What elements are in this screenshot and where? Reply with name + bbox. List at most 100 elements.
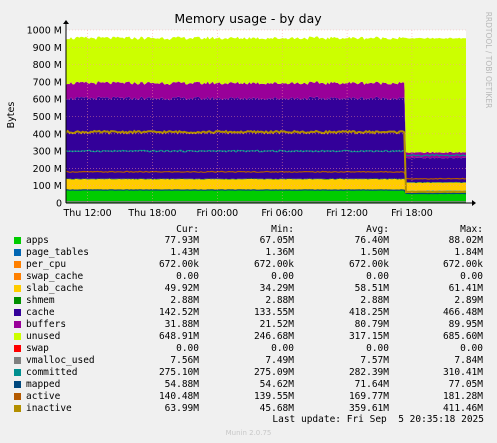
legend-value-max: 89.95M bbox=[448, 319, 483, 330]
line-inactive bbox=[65, 129, 467, 194]
legend-value-cur: 63.99M bbox=[164, 403, 199, 414]
legend-value-avg: 0.00 bbox=[366, 271, 389, 282]
grid bbox=[66, 29, 466, 203]
line-committed bbox=[65, 149, 467, 157]
line-series bbox=[65, 129, 467, 203]
legend-name: mapped bbox=[26, 379, 61, 390]
legend-name: per_cpu bbox=[26, 259, 67, 270]
legend-value-cur: 49.92M bbox=[164, 283, 199, 294]
legend-swatch bbox=[14, 321, 21, 328]
legend-name: cache bbox=[26, 307, 55, 318]
tick-labels: 0 100 M 200 M 300 M 400 M 500 M 600 M 700 M 800 … bbox=[27, 26, 433, 220]
legend-value-avg: 76.40M bbox=[354, 235, 389, 246]
legend-value-max: 411.46M bbox=[442, 403, 483, 414]
legend-value-avg: 672.00k bbox=[348, 259, 389, 270]
legend-swatch bbox=[14, 381, 21, 388]
legend-name: committed bbox=[26, 367, 78, 378]
legend-row: active 140.48M 139.55M 169.77M 181.28M bbox=[0, 391, 497, 403]
legend-value-max: 7.84M bbox=[454, 355, 483, 366]
legend-value-cur: 672.00k bbox=[158, 259, 199, 270]
legend-value-avg: 317.15M bbox=[348, 331, 389, 342]
legend-value-avg: 71.64M bbox=[354, 379, 389, 390]
y-tick-label: 900 M bbox=[33, 43, 62, 54]
legend-value-avg: 282.39M bbox=[348, 367, 389, 378]
legend-value-avg: 0.00 bbox=[366, 343, 389, 354]
munin-version: Munin 2.0.75 bbox=[225, 429, 272, 437]
legend-name: apps bbox=[26, 235, 49, 246]
line-mapped bbox=[65, 189, 467, 195]
legend-swatch bbox=[14, 333, 21, 340]
legend-value-min: 21.52M bbox=[259, 319, 294, 330]
legend-name: slab_cache bbox=[26, 283, 84, 294]
y-axis-arrow bbox=[63, 20, 69, 24]
x-tick-label: Thu 18:00 bbox=[127, 208, 176, 219]
legend-swatch bbox=[14, 369, 21, 376]
legend-swatch bbox=[14, 309, 21, 316]
legend-value-cur: 0.00 bbox=[176, 343, 199, 354]
legend-row: slab_cache 49.92M 34.29M 58.51M 61.41M bbox=[0, 283, 497, 295]
legend-value-avg: 169.77M bbox=[348, 391, 389, 402]
legend-value-min: 7.49M bbox=[265, 355, 294, 366]
legend-row: swap_cache 0.00 0.00 0.00 0.00 bbox=[0, 271, 497, 283]
legend-value-min: 67.05M bbox=[259, 235, 294, 246]
area-unused bbox=[66, 36, 466, 153]
y-tick-label: 100 M bbox=[33, 181, 62, 192]
legend-swatch bbox=[14, 261, 21, 268]
legend-value-max: 1.84M bbox=[454, 247, 483, 258]
legend-value-min: 54.62M bbox=[259, 379, 294, 390]
y-tick-label: 400 M bbox=[33, 129, 62, 140]
legend-value-min: 1.36M bbox=[265, 247, 294, 258]
legend-row: per_cpu 672.00k 672.00k 672.00k 672.00k bbox=[0, 259, 497, 271]
x-tick-label: Fri 00:00 bbox=[196, 208, 238, 219]
legend-value-min: 0.00 bbox=[271, 343, 294, 354]
legend-name: vmalloc_used bbox=[26, 355, 95, 366]
last-update: Last update: Fri Sep 5 20:35:18 2025 bbox=[272, 414, 484, 425]
legend-value-cur: 140.48M bbox=[158, 391, 199, 402]
legend-value-min: 139.55M bbox=[253, 391, 294, 402]
legend-swatch bbox=[14, 285, 21, 292]
legend-value-max: 685.60M bbox=[442, 331, 483, 342]
area-buffers bbox=[66, 81, 466, 159]
legend-name: page_tables bbox=[26, 247, 89, 258]
axes bbox=[63, 20, 476, 206]
legend-value-cur: 0.00 bbox=[176, 271, 199, 282]
legend-value-min: 133.55M bbox=[253, 307, 294, 318]
legend-swatch bbox=[14, 237, 21, 244]
y-tick-label: 300 M bbox=[33, 147, 62, 158]
x-tick-label: Fri 12:00 bbox=[326, 208, 368, 219]
legend-value-max: 181.28M bbox=[442, 391, 483, 402]
legend-value-cur: 275.10M bbox=[158, 367, 199, 378]
x-axis-arrow bbox=[472, 200, 476, 206]
legend-header-min: Min: bbox=[271, 224, 294, 235]
legend-header-cur: Cur: bbox=[176, 224, 199, 235]
legend-value-avg: 359.61M bbox=[348, 403, 389, 414]
area-shmem bbox=[66, 178, 466, 184]
y-tick-label: 200 M bbox=[33, 164, 62, 175]
legend-value-avg: 418.25M bbox=[348, 307, 389, 318]
legend-value-min: 2.88M bbox=[265, 295, 294, 306]
legend-header: Cur: Min: Avg: Max: bbox=[0, 224, 497, 236]
legend-swatch bbox=[14, 405, 21, 412]
legend-name: shmem bbox=[26, 295, 55, 306]
area-slab-cache bbox=[66, 178, 466, 191]
legend-value-avg: 2.88M bbox=[360, 295, 389, 306]
legend-value-avg: 7.57M bbox=[360, 355, 389, 366]
legend-value-max: 672.00k bbox=[442, 259, 483, 270]
legend-row: committed 275.10M 275.09M 282.39M 310.41M bbox=[0, 367, 497, 379]
legend-value-max: 2.89M bbox=[454, 295, 483, 306]
legend-value-cur: 54.88M bbox=[164, 379, 199, 390]
legend-value-max: 0.00 bbox=[460, 343, 483, 354]
legend-swatch bbox=[14, 357, 21, 364]
legend-swatch bbox=[14, 345, 21, 352]
legend-row: swap 0.00 0.00 0.00 0.00 bbox=[0, 343, 497, 355]
legend-row: apps 77.93M 67.05M 76.40M 88.02M bbox=[0, 235, 497, 247]
area-layers bbox=[66, 36, 466, 203]
legend-row: inactive 63.99M 45.68M 359.61M 411.46M bbox=[0, 403, 497, 415]
legend-swatch bbox=[14, 249, 21, 256]
x-tick-label: Fri 06:00 bbox=[261, 208, 303, 219]
legend-row: shmem 2.88M 2.88M 2.88M 2.89M bbox=[0, 295, 497, 307]
legend-row: page_tables 1.43M 1.36M 1.50M 1.84M bbox=[0, 247, 497, 259]
legend-name: swap_cache bbox=[26, 271, 84, 282]
area-cache bbox=[66, 96, 466, 183]
